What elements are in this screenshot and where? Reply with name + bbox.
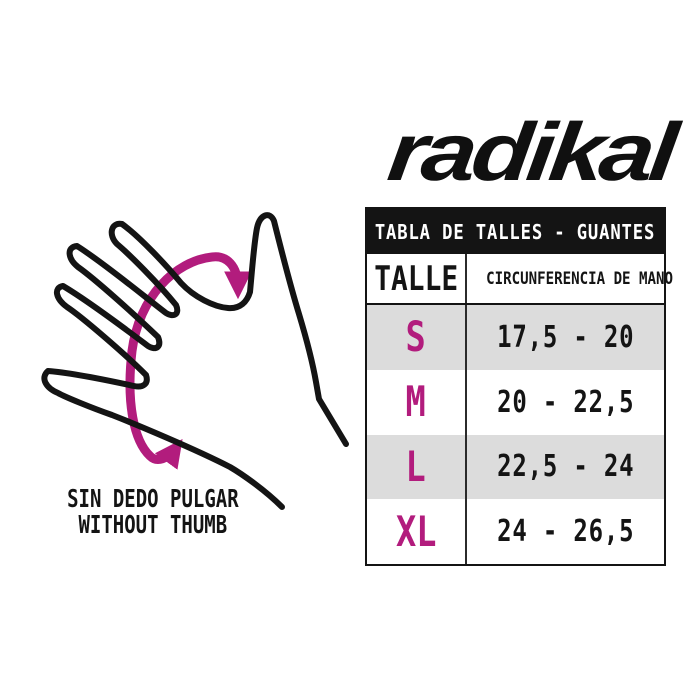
range-cell: 20 - 22,5 xyxy=(467,370,664,435)
range-cell: 17,5 - 20 xyxy=(467,305,664,370)
note-text-english: WITHOUT THUMB xyxy=(78,510,227,539)
size-label-xl: XL xyxy=(395,506,437,556)
range-value-l: 22,5 - 24 xyxy=(496,449,635,485)
size-chart-header-row: TALLE CIRCUNFERENCIA DE MANO xyxy=(367,254,673,305)
table-row-size-s: S 17,5 - 20 xyxy=(367,305,664,370)
size-label-m: M xyxy=(405,377,427,427)
size-cell: XL xyxy=(367,499,467,564)
brand-logo: radikal xyxy=(382,107,678,198)
size-cell: M xyxy=(367,369,467,435)
circumference-arrow xyxy=(125,252,252,470)
size-label-s: S xyxy=(405,312,427,362)
column-header-size: TALLE xyxy=(367,254,467,303)
range-cell: 22,5 - 24 xyxy=(467,435,664,500)
column-header-circumference: CIRCUNFERENCIA DE MANO xyxy=(467,254,692,303)
measurement-note: SIN DEDO PULGAR WITHOUT THUMB xyxy=(30,486,275,538)
size-label-l: L xyxy=(405,441,427,491)
hand-outline xyxy=(41,212,349,510)
range-value-m: 20 - 22,5 xyxy=(496,384,635,420)
size-chart-table: TABLA DE TALLES - GUANTES TALLE CIRCUNFE… xyxy=(365,207,673,566)
note-line-spanish: SIN DEDO PULGAR xyxy=(30,486,275,512)
range-value-s: 17,5 - 20 xyxy=(496,319,635,355)
note-text-spanish: SIN DEDO PULGAR xyxy=(66,484,239,513)
table-row-size-xl: XL 24 - 26,5 xyxy=(367,499,664,564)
column-header-circumference-label: CIRCUNFERENCIA DE MANO xyxy=(486,268,674,289)
size-chart-title-bar: TABLA DE TALLES - GUANTES xyxy=(367,209,664,254)
range-cell: 24 - 26,5 xyxy=(467,499,664,564)
note-line-english: WITHOUT THUMB xyxy=(30,512,275,538)
table-row-size-l: L 22,5 - 24 xyxy=(367,434,664,500)
size-chart-title: TABLA DE TALLES - GUANTES xyxy=(375,219,656,244)
hand-measurement-illustration xyxy=(41,212,349,510)
table-row-size-m: M 20 - 22,5 xyxy=(367,369,664,435)
size-cell: S xyxy=(367,305,467,370)
column-header-size-label: TALLE xyxy=(374,258,458,299)
range-value-xl: 24 - 26,5 xyxy=(496,514,635,550)
size-cell: L xyxy=(367,434,467,500)
